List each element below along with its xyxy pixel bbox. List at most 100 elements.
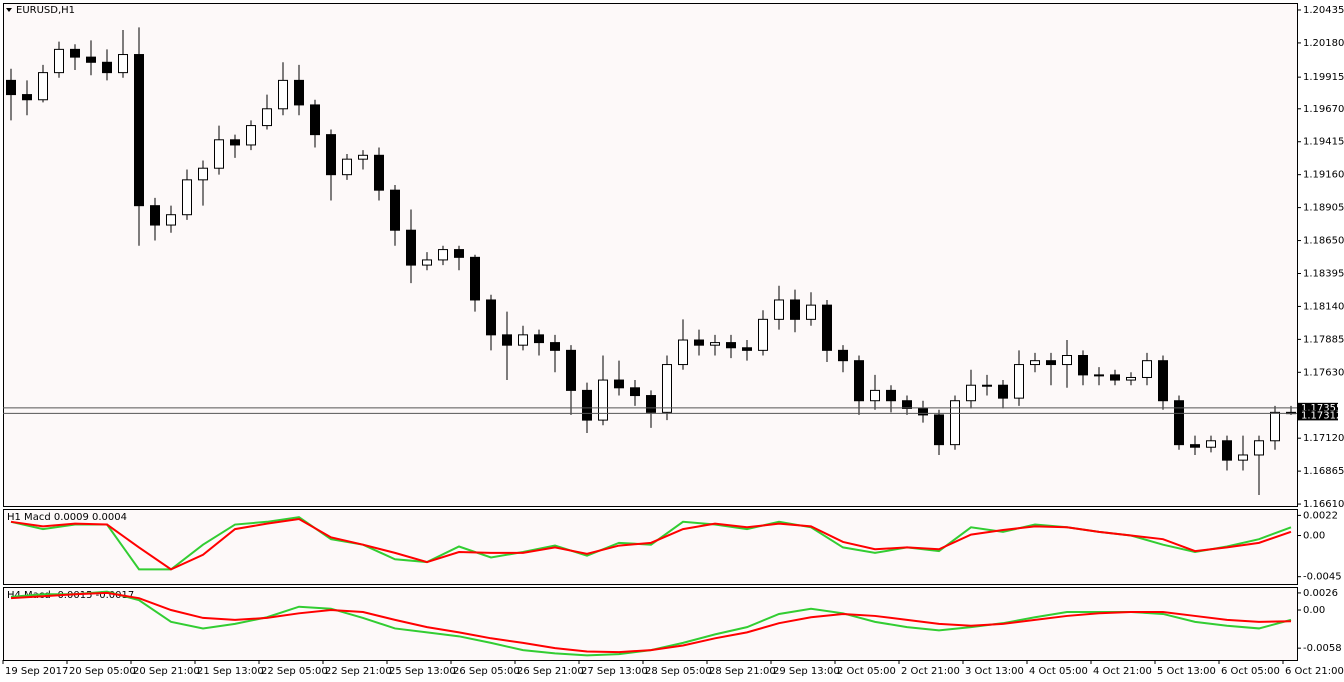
candle-body xyxy=(86,56,96,63)
price-label-box xyxy=(1298,402,1338,413)
x-tick-label: 6 Oct 21:00 xyxy=(1285,666,1344,677)
candle-body xyxy=(326,134,336,176)
candle-body xyxy=(950,400,960,446)
candle-body xyxy=(806,304,816,320)
candle-body xyxy=(838,349,848,362)
candle-body xyxy=(1094,374,1104,377)
candle-body xyxy=(1158,360,1168,402)
candle-body xyxy=(54,48,64,74)
chart-title: EURUSD,H1 xyxy=(16,5,75,16)
candle-body xyxy=(406,229,416,266)
candle-body xyxy=(774,299,784,320)
candle-body xyxy=(22,94,32,101)
candle-body xyxy=(182,179,192,216)
candle-body xyxy=(886,389,896,402)
main-panel xyxy=(3,3,1298,507)
y-tick-label: 0.0026 xyxy=(1303,588,1338,599)
candle-body xyxy=(358,154,368,160)
candle-body xyxy=(1030,360,1040,366)
candle-body xyxy=(1142,360,1152,378)
candle-body xyxy=(1222,440,1232,461)
x-tick-label: 20 Sep 21:00 xyxy=(133,666,200,677)
candle-body xyxy=(1238,454,1248,461)
macd-line xyxy=(10,591,1292,654)
candle-body xyxy=(1046,360,1056,366)
y-tick-label: 1.19915 xyxy=(1303,72,1344,83)
y-tick-label: 1.17885 xyxy=(1303,334,1344,345)
candle-body xyxy=(1014,364,1024,399)
candle-body xyxy=(1270,411,1280,442)
candle-body xyxy=(870,389,880,402)
x-tick-label: 27 Sep 13:00 xyxy=(581,666,648,677)
candle-body xyxy=(310,104,320,136)
candle-body xyxy=(1254,440,1264,456)
x-tick-label: 2 Oct 21:00 xyxy=(901,666,960,677)
y-tick-label: 0.0022 xyxy=(1303,510,1338,521)
y-tick-label: 0.00 xyxy=(1303,531,1325,542)
candle-body xyxy=(470,256,480,301)
menu-arrow[interactable] xyxy=(6,8,12,12)
candle-body xyxy=(630,387,640,397)
candle-body xyxy=(278,79,288,110)
candle-body xyxy=(438,249,448,261)
candle-body xyxy=(582,389,592,421)
candle-body xyxy=(1206,440,1216,448)
x-tick-label: 22 Sep 21:00 xyxy=(325,666,392,677)
candle-body xyxy=(662,364,672,413)
y-tick-label: 1.17120 xyxy=(1303,433,1344,444)
candle-body xyxy=(102,61,112,74)
candle-body xyxy=(918,407,928,416)
candle-body xyxy=(198,167,208,181)
candle-body xyxy=(934,414,944,446)
macd-h1-panel xyxy=(3,509,1298,585)
x-tick-label: 19 Sep 2017 xyxy=(5,666,68,677)
candle-body xyxy=(982,384,992,387)
candle-body xyxy=(1062,355,1072,366)
macd-h4-panel xyxy=(3,587,1298,661)
y-tick-label: -0.0045 xyxy=(1303,572,1342,583)
candle-body xyxy=(342,158,352,176)
y-tick-label: 1.20180 xyxy=(1303,38,1344,49)
x-tick-label: 20 Sep 05:00 xyxy=(69,666,136,677)
x-tick-label: 28 Sep 05:00 xyxy=(645,666,712,677)
candle-body xyxy=(854,360,864,402)
candle-body xyxy=(246,125,256,146)
y-tick-label: 1.18650 xyxy=(1303,236,1344,247)
candle-body xyxy=(262,108,272,127)
x-tick-label: 6 Oct 05:00 xyxy=(1221,666,1280,677)
price-label-box xyxy=(1298,410,1338,421)
candle-body xyxy=(486,299,496,336)
y-tick-label: 1.19160 xyxy=(1303,170,1344,181)
candle-body xyxy=(70,48,80,58)
candle-body xyxy=(230,139,240,146)
candle-body xyxy=(1190,444,1200,448)
candle-body xyxy=(726,342,736,349)
candle-body xyxy=(118,54,128,74)
candle-body xyxy=(998,384,1008,399)
candle-body xyxy=(966,384,976,402)
candle-body xyxy=(710,342,720,346)
candle-body xyxy=(694,339,704,346)
candle-body xyxy=(614,379,624,389)
candle-body xyxy=(902,400,912,409)
candle-body xyxy=(6,79,16,96)
macd-title: H1 Macd 0.0009 0.0004 xyxy=(7,512,127,523)
candle-body xyxy=(646,395,656,413)
candle-body xyxy=(390,189,400,231)
y-tick-label: 1.18395 xyxy=(1303,268,1344,279)
candle-body xyxy=(374,154,384,191)
candle-body xyxy=(550,342,560,351)
x-tick-label: 21 Sep 13:00 xyxy=(197,666,264,677)
y-tick-label: 1.18140 xyxy=(1303,301,1344,312)
candle-body xyxy=(1126,376,1136,381)
x-tick-label: 29 Sep 13:00 xyxy=(773,666,840,677)
y-tick-label: 1.16610 xyxy=(1303,499,1344,510)
candle-body xyxy=(1110,374,1120,381)
y-tick-label: -0.0058 xyxy=(1303,643,1342,654)
candle-body xyxy=(134,54,144,207)
candle-body xyxy=(1174,400,1184,446)
y-tick-label: 1.19415 xyxy=(1303,137,1344,148)
y-tick-label: 1.18905 xyxy=(1303,203,1344,214)
